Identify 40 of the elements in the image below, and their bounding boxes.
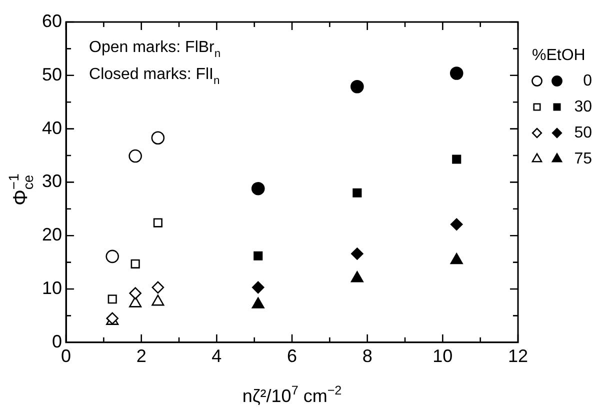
- y-tick-label: 0: [52, 331, 62, 352]
- y-tick-label: 40: [42, 118, 62, 138]
- x-tick-label: 4: [212, 346, 222, 366]
- legend-title: %EtOH: [532, 47, 586, 64]
- x-tick-label: 2: [136, 346, 146, 366]
- point: [128, 149, 142, 163]
- legend-label: 0: [583, 72, 592, 90]
- y-tick-label: 20: [42, 224, 62, 245]
- y-tick-label: 10: [42, 278, 62, 298]
- x-tick-label: 10: [432, 346, 453, 366]
- point: [450, 253, 463, 264]
- point: [252, 281, 264, 294]
- point: [129, 287, 142, 300]
- x-tick-label: 6: [287, 346, 298, 366]
- legend-label: 75: [574, 150, 592, 168]
- point: [350, 271, 364, 282]
- point: [352, 188, 362, 198]
- x-tick-label: 12: [508, 346, 528, 366]
- point: [152, 294, 164, 306]
- point: [254, 251, 263, 260]
- y-tick-label: 60: [42, 10, 62, 31]
- y-tick-label: 50: [42, 64, 62, 84]
- point: [351, 248, 364, 260]
- y-tick-label: 30: [42, 171, 62, 192]
- point: [450, 218, 463, 231]
- point: [350, 80, 364, 94]
- point: [153, 218, 162, 228]
- point: [252, 297, 264, 308]
- point: [151, 131, 165, 145]
- point: [108, 294, 117, 304]
- point: [130, 259, 140, 268]
- x-tick-label: 8: [362, 346, 372, 366]
- point: [106, 250, 119, 264]
- point: [452, 154, 462, 164]
- point: [152, 281, 164, 294]
- y-axis-title: Φce−1: [6, 173, 36, 206]
- legend-label: 50: [574, 124, 592, 142]
- legend-label: 30: [574, 98, 592, 116]
- point: [251, 182, 265, 196]
- point: [450, 66, 464, 80]
